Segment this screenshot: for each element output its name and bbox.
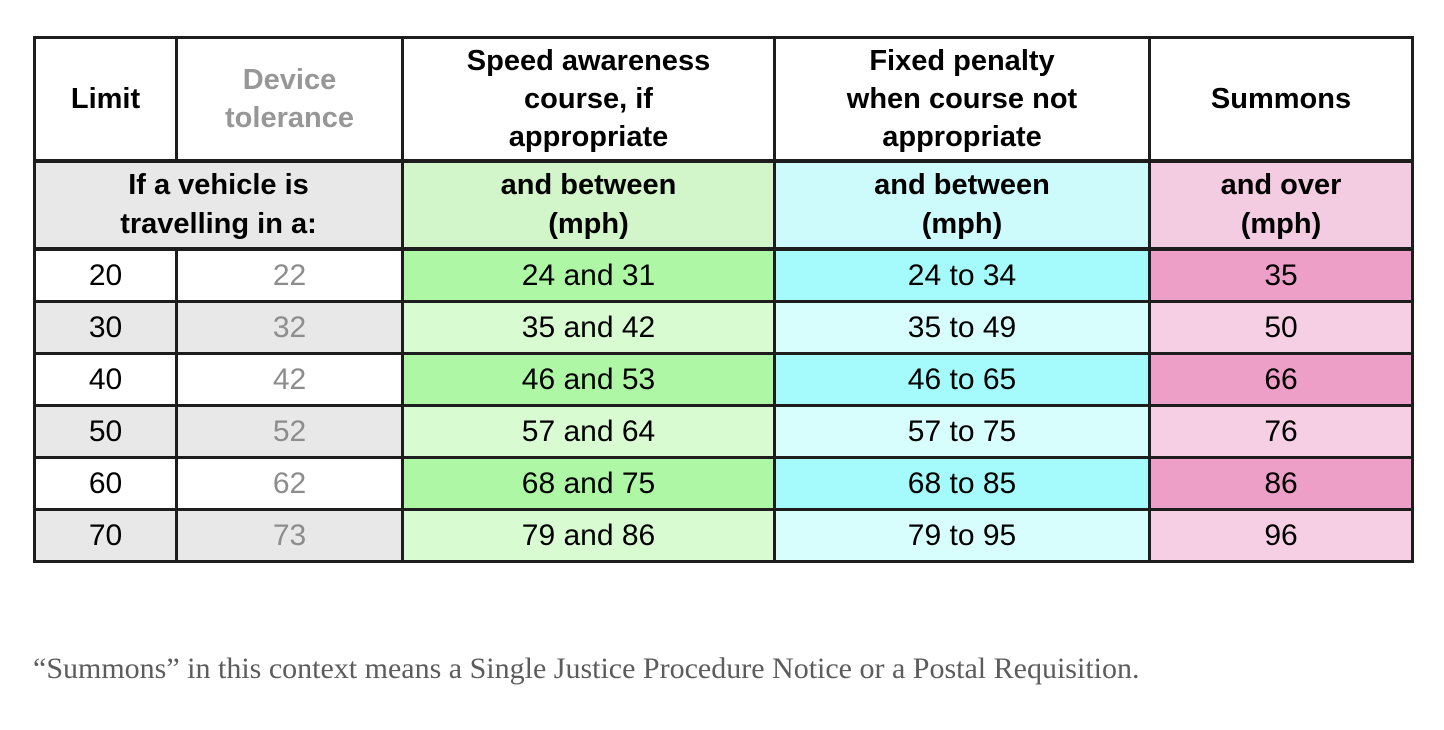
cell-summons-threshold: 76 — [1148, 404, 1414, 459]
cell-tolerance: 52 — [175, 404, 404, 459]
header-fixed-penalty: Fixed penalty when course not appropriat… — [773, 36, 1151, 163]
cell-limit: 60 — [33, 456, 178, 511]
cell-penalty-range: 79 to 95 — [773, 508, 1151, 563]
table-row-40: 40 42 46 and 53 46 to 65 66 — [33, 352, 1414, 407]
cell-limit: 30 — [33, 300, 178, 355]
cell-course-range: 46 and 53 — [401, 352, 776, 407]
cell-course-range: 24 and 31 — [401, 247, 776, 303]
cell-summons-threshold: 35 — [1148, 247, 1414, 303]
cell-course-range: 57 and 64 — [401, 404, 776, 459]
cell-tolerance: 62 — [175, 456, 404, 511]
table-row-70: 70 73 79 and 86 79 to 95 96 — [33, 508, 1414, 563]
cell-tolerance: 73 — [175, 508, 404, 563]
header-summons-over-mph: and over (mph) — [1148, 159, 1414, 251]
cell-course-range: 68 and 75 — [401, 456, 776, 511]
header-limit: Limit — [33, 36, 178, 163]
header-course-between-mph: and between (mph) — [401, 159, 776, 251]
cell-limit: 20 — [33, 247, 178, 303]
header-device-tolerance: Device tolerance — [175, 36, 404, 163]
cell-summons-threshold: 96 — [1148, 508, 1414, 563]
cell-course-range: 79 and 86 — [401, 508, 776, 563]
table-row-20: 20 22 24 and 31 24 to 34 35 — [33, 247, 1414, 303]
cell-limit: 40 — [33, 352, 178, 407]
header-penalty-between-mph: and between (mph) — [773, 159, 1151, 251]
cell-penalty-range: 24 to 34 — [773, 247, 1151, 303]
cell-summons-threshold: 86 — [1148, 456, 1414, 511]
header-row-units: If a vehicle is travelling in a: and bet… — [33, 159, 1414, 251]
cell-limit: 50 — [33, 404, 178, 459]
header-vehicle-travelling: If a vehicle is travelling in a: — [33, 159, 404, 251]
cell-tolerance: 42 — [175, 352, 404, 407]
cell-penalty-range: 46 to 65 — [773, 352, 1151, 407]
cell-summons-threshold: 50 — [1148, 300, 1414, 355]
summons-definition-footnote: “Summons” in this context means a Single… — [33, 652, 1140, 685]
table-row-60: 60 62 68 and 75 68 to 85 86 — [33, 456, 1414, 511]
header-row-titles: Limit Device tolerance Speed awareness c… — [33, 36, 1414, 163]
header-summons: Summons — [1148, 36, 1414, 163]
cell-penalty-range: 68 to 85 — [773, 456, 1151, 511]
header-speed-awareness-course: Speed awareness course, if appropriate — [401, 36, 776, 163]
table-row-30: 30 32 35 and 42 35 to 49 50 — [33, 300, 1414, 355]
cell-penalty-range: 35 to 49 — [773, 300, 1151, 355]
cell-tolerance: 32 — [175, 300, 404, 355]
cell-tolerance: 22 — [175, 247, 404, 303]
table-row-50: 50 52 57 and 64 57 to 75 76 — [33, 404, 1414, 459]
cell-limit: 70 — [33, 508, 178, 563]
cell-penalty-range: 57 to 75 — [773, 404, 1151, 459]
cell-summons-threshold: 66 — [1148, 352, 1414, 407]
cell-course-range: 35 and 42 — [401, 300, 776, 355]
speed-penalty-table: Limit Device tolerance Speed awareness c… — [33, 36, 1414, 563]
